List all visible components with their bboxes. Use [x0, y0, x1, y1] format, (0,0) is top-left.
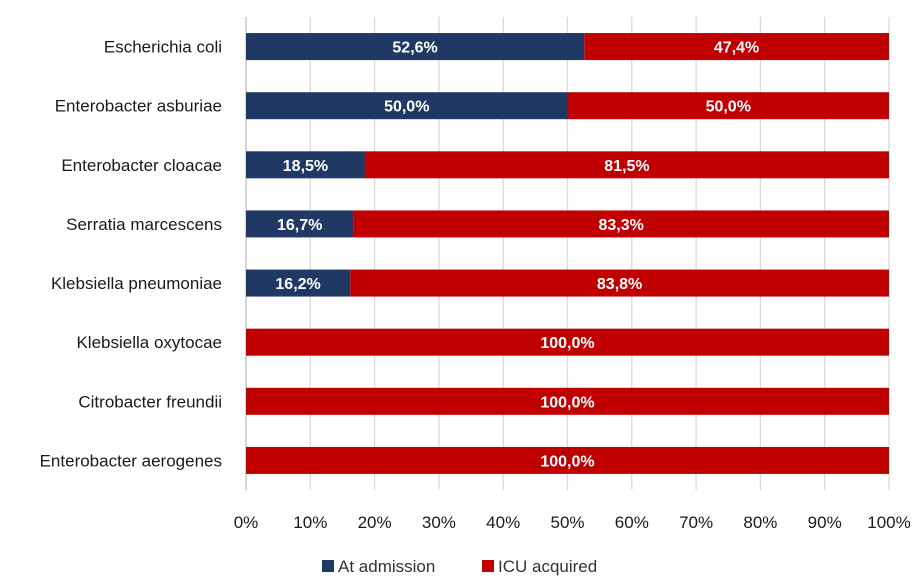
- gridlines: [245, 17, 890, 490]
- data-label-at-admission-1: 50,0%: [384, 99, 429, 116]
- data-label-at-admission-2: 18,5%: [283, 158, 328, 175]
- data-label-at-admission-0: 52,6%: [392, 40, 437, 57]
- x-tick-labels: 0% 10% 20% 30% 40% 50% 60% 70% 80% 90% 100%: [234, 513, 911, 532]
- legend: At admission ICU acquired: [322, 557, 597, 576]
- x-tick-label-90: 90%: [808, 513, 842, 532]
- bar-icu-acquired-2: [364, 151, 890, 179]
- data-label-icu-acquired-7: 100,0%: [540, 453, 594, 470]
- legend-label-at-admission: At admission: [338, 557, 435, 576]
- x-tick-label-10: 10%: [293, 513, 327, 532]
- bar-icu-acquired-7: [246, 446, 889, 474]
- data-label-icu-acquired-4: 83,8%: [597, 276, 642, 293]
- data-label-icu-acquired-6: 100,0%: [540, 394, 594, 411]
- category-label-5: Klebsiella oxytocae: [76, 333, 222, 352]
- category-label-7: Enterobacter aerogenes: [40, 451, 222, 470]
- bar-at-admission-2: [246, 151, 365, 179]
- legend-swatch-icu-acquired: [482, 560, 494, 572]
- x-tick-label-100: 100%: [867, 513, 910, 532]
- x-tick-label-20: 20%: [358, 513, 392, 532]
- bar-at-admission-0: [246, 33, 585, 61]
- category-label-4: Klebsiella pneumoniae: [51, 274, 222, 293]
- x-tick-label-60: 60%: [615, 513, 649, 532]
- data-labels: 52,6% 47,4% 50,0% 50,0% 18,5% 81,5% 16,7% 83,3%…: [275, 40, 759, 471]
- category-labels: Escherichia coli Enterobacter asburiae Ent…: [40, 38, 222, 471]
- bar-icu-acquired-5: [246, 328, 889, 356]
- category-label-6: Citrobacter freundii: [78, 392, 222, 411]
- bar-icu-acquired-3: [353, 210, 890, 238]
- x-tick-label-30: 30%: [422, 513, 456, 532]
- data-label-icu-acquired-2: 81,5%: [604, 158, 649, 175]
- bar-at-admission-1: [246, 92, 568, 120]
- category-label-0: Escherichia coli: [104, 38, 222, 57]
- legend-label-icu-acquired: ICU acquired: [498, 557, 597, 576]
- x-tick-label-0: 0%: [234, 513, 259, 532]
- data-label-icu-acquired-0: 47,4%: [714, 40, 759, 57]
- category-label-2: Enterobacter cloacae: [61, 156, 222, 175]
- bar-icu-acquired-1: [567, 92, 889, 120]
- bar-icu-acquired-6: [246, 387, 889, 415]
- bar-icu-acquired-4: [350, 269, 889, 297]
- bar-at-admission-4: [246, 269, 351, 297]
- data-label-at-admission-4: 16,2%: [275, 276, 320, 293]
- x-tick-label-50: 50%: [550, 513, 584, 532]
- data-label-icu-acquired-3: 83,3%: [599, 217, 644, 234]
- data-label-icu-acquired-1: 50,0%: [706, 99, 751, 116]
- legend-swatch-at-admission: [322, 560, 334, 572]
- x-tick-label-40: 40%: [486, 513, 520, 532]
- x-tick-label-80: 80%: [743, 513, 777, 532]
- x-tick-label-70: 70%: [679, 513, 713, 532]
- data-label-at-admission-3: 16,7%: [277, 217, 322, 234]
- bar-icu-acquired-0: [584, 33, 889, 61]
- data-label-icu-acquired-5: 100,0%: [540, 335, 594, 352]
- bars: [246, 33, 890, 474]
- bar-at-admission-3: [246, 210, 354, 238]
- category-label-3: Serratia marcescens: [66, 215, 222, 234]
- category-label-1: Enterobacter asburiae: [55, 97, 222, 116]
